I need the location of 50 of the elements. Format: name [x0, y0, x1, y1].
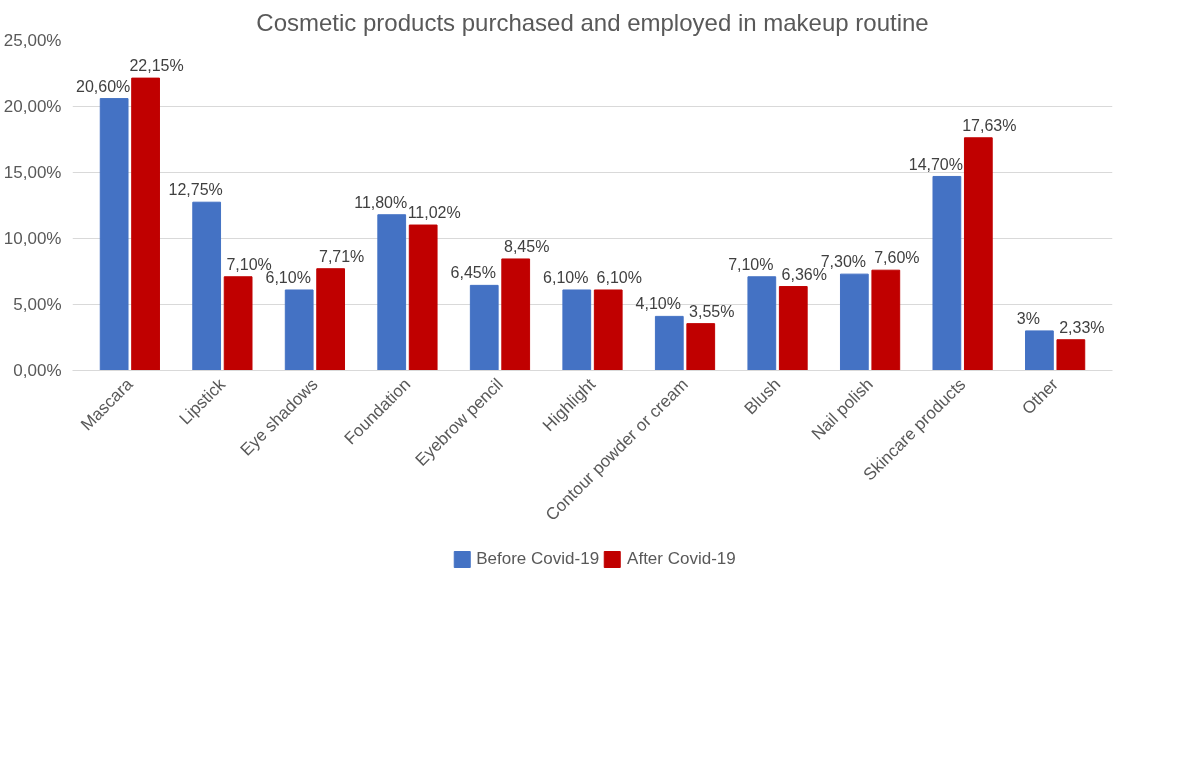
bar: [963, 137, 993, 371]
data-label: 7,60%: [874, 249, 920, 267]
bar: [99, 98, 129, 371]
bar: [1025, 330, 1054, 371]
bar: [593, 289, 623, 371]
bar: [469, 284, 499, 371]
bar: [501, 258, 531, 371]
data-label: 6,10%: [265, 269, 311, 287]
data-label: 6,10%: [596, 269, 642, 287]
data-label: 14,70%: [908, 155, 963, 173]
bar: [932, 175, 962, 371]
data-label: 3,55%: [689, 302, 735, 320]
legend-label: After Covid-19: [627, 549, 736, 569]
data-label: 7,71%: [318, 247, 365, 265]
bar: [871, 269, 901, 371]
data-label: 11,80%: [354, 193, 408, 211]
data-label: 7,10%: [728, 255, 774, 273]
bar: [1056, 339, 1086, 371]
y-tick-label: 25,00%: [3, 31, 62, 50]
bar: [284, 289, 314, 371]
bar: [131, 77, 160, 371]
bar: [654, 315, 684, 371]
bar: [747, 276, 777, 371]
data-label: 20,60%: [75, 77, 131, 95]
data-label: 4,10%: [635, 295, 681, 313]
data-label: 12,75%: [168, 181, 223, 199]
bar: [192, 201, 222, 371]
data-label: 6,10%: [543, 269, 589, 287]
bar: [562, 289, 592, 371]
y-tick-label: 5,00%: [13, 295, 62, 314]
data-label: 8,45%: [504, 238, 550, 255]
data-label: 2,33%: [1059, 318, 1105, 336]
data-label: 22,15%: [129, 57, 184, 75]
data-label: 3%: [1016, 309, 1040, 327]
bar: [686, 323, 716, 371]
bar: [377, 214, 407, 371]
legend-label: Before Covid-19: [476, 549, 600, 569]
y-tick-label: 20,00%: [3, 97, 62, 116]
y-tick-label: 0,00%: [13, 361, 62, 380]
data-label: 6,45%: [450, 264, 496, 282]
bar: [778, 286, 808, 371]
y-tick-label: 15,00%: [3, 163, 62, 182]
bar: [408, 224, 438, 371]
data-label: 11,02%: [407, 204, 461, 222]
bar: [839, 273, 869, 371]
data-label: 17,63%: [962, 116, 1017, 134]
bar: [316, 268, 346, 371]
chart-title: Cosmetic products purchased and employed in makeup routine: [256, 8, 929, 36]
bar: [223, 276, 253, 371]
y-tick-label: 10,00%: [3, 229, 62, 248]
